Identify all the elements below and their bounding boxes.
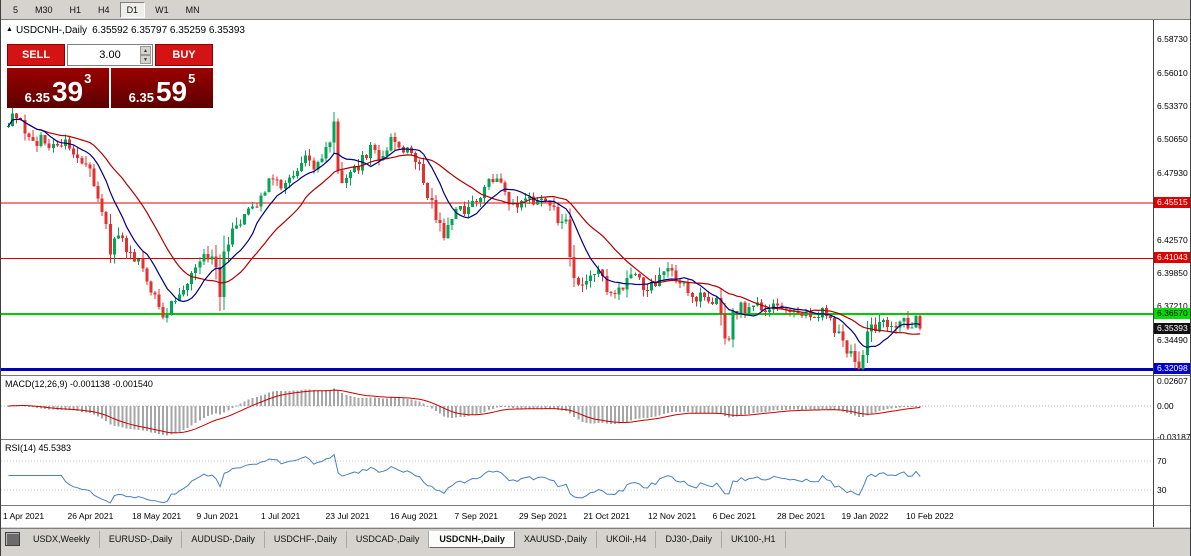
rsi-line — [8, 453, 921, 504]
time-axis-label: 16 Aug 2021 — [390, 511, 438, 521]
timeframe-button-h4[interactable]: H4 — [91, 2, 117, 18]
macd-indicator-label: MACD(12,26,9) -0.001138 -0.001540 — [5, 379, 153, 389]
price-tick: 6.39850 — [1157, 268, 1188, 279]
timeframe-button-5[interactable]: 5 — [6, 2, 25, 18]
ma-slow-line — [7, 118, 921, 335]
sell-price-display[interactable]: 6.35 39 3 — [7, 68, 109, 108]
candlestick-plot[interactable] — [1, 107, 1153, 371]
time-axis-label: 29 Sep 2021 — [519, 511, 568, 521]
time-axis-label: 10 Feb 2022 — [906, 511, 954, 521]
charts-bar-icon — [5, 532, 20, 546]
spread-up-button[interactable]: ▲ — [140, 46, 151, 55]
price-level-label: 6.35393 — [1154, 322, 1190, 334]
chart-tab-dj30[interactable]: DJ30-,Daily — [656, 530, 722, 548]
time-axis-label: 18 May 2021 — [132, 511, 182, 521]
panel-separator — [1154, 439, 1190, 440]
time-axis-label: 1 Apr 2021 — [3, 511, 45, 521]
spread-spinner: ▲ ▼ — [140, 46, 151, 64]
panel-separator — [1154, 505, 1190, 506]
chart-tab-usdchf[interactable]: USDCHF-,Daily — [265, 530, 347, 548]
macd-scale-tick: -0.03187 — [1157, 431, 1191, 442]
time-axis-label: 19 Jan 2022 — [841, 511, 889, 521]
chart-tab-usdcnh[interactable]: USDCNH-,Daily — [429, 530, 515, 548]
price-level-label: 6.41043 — [1154, 252, 1190, 264]
buy-button[interactable]: BUY — [155, 44, 213, 66]
time-axis[interactable]: 1 Apr 2021 26 Apr 2021 18 May 2021 9 Jun 20… — [1, 506, 1153, 527]
buy-price-base: 6.35 — [128, 90, 154, 105]
chart-tab-audusd[interactable]: AUDUSD-,Daily — [182, 530, 265, 548]
spread-input[interactable]: 3.00 ▲ ▼ — [67, 44, 153, 66]
chart-tab-eurusd[interactable]: EURUSD-,Daily — [100, 530, 183, 548]
chart-tab-usdcad[interactable]: USDCAD-,Daily — [347, 530, 430, 548]
timeframe-button-d1[interactable]: D1 — [119, 1, 146, 18]
macd-histogram — [7, 388, 922, 436]
sell-price-pip: 3 — [84, 71, 92, 86]
price-tick: 6.53370 — [1157, 100, 1188, 111]
price-tick: 6.37210 — [1157, 301, 1188, 312]
timeframe-button-w1[interactable]: W1 — [148, 2, 176, 18]
macd-plot[interactable] — [1, 388, 1153, 436]
chart-ohlc-values: 6.35592 6.35797 6.35259 6.35393 — [92, 25, 245, 36]
chart-symbol-period: USDCNH-,Daily — [15, 25, 88, 36]
time-axis-label: 23 Jul 2021 — [325, 511, 370, 521]
collapse-triangle-icon[interactable]: ▲ — [6, 26, 13, 33]
timeframe-button-h1[interactable]: H1 — [63, 2, 89, 18]
buy-price-main: 59 — [155, 76, 188, 108]
buy-price-display[interactable]: 6.35 59 5 — [111, 68, 213, 108]
spread-down-button[interactable]: ▼ — [140, 55, 151, 64]
macd-signal-line — [8, 389, 921, 434]
sell-button[interactable]: SELL — [7, 44, 65, 66]
chart-tab-ukoil[interactable]: UKOil-,H4 — [597, 530, 657, 548]
rsi-scale-tick: 30 — [1157, 485, 1167, 495]
buy-price-pip: 5 — [188, 71, 196, 86]
one-click-trading-panel: SELL 3.00 ▲ ▼ BUY 6.35 39 3 6.35 59 5 — [7, 44, 213, 108]
price-tick: 6.58730 — [1157, 34, 1188, 45]
price-tick: 6.34490 — [1157, 334, 1188, 345]
rsi-plot[interactable] — [1, 453, 1153, 504]
chart-tab-usdx[interactable]: USDX,Weekly — [24, 530, 100, 548]
sell-price-main: 39 — [51, 76, 84, 108]
price-tick: 6.47930 — [1157, 168, 1188, 179]
price-level-label: 6.32098 — [1154, 363, 1190, 375]
time-axis-label: 26 Apr 2021 — [67, 511, 114, 521]
chart-tab-xauusd[interactable]: XAUUSD-,Daily — [515, 530, 597, 548]
price-level-label: 6.45515 — [1154, 197, 1190, 208]
chart-tab-uk100[interactable]: UK100-,H1 — [722, 530, 786, 548]
sell-price-base: 6.35 — [24, 90, 50, 105]
time-axis-label: 12 Nov 2021 — [648, 511, 697, 521]
spread-value: 3.00 — [99, 49, 121, 61]
panel-separators — [1, 375, 1153, 506]
price-scale[interactable]: 6.58730 6.56010 6.53370 6.50650 6.47930 6.425… — [1153, 19, 1191, 527]
rsi-scale-tick: 70 — [1157, 456, 1167, 466]
panel-separator — [1154, 375, 1190, 376]
timeframe-toolbar: 5 M30 H1 H4 D1 W1 MN — [1, 0, 1190, 20]
time-axis-label: 28 Dec 2021 — [777, 511, 826, 521]
macd-scale-tick: 0.00 — [1157, 401, 1174, 411]
timeframe-button-mn[interactable]: MN — [179, 2, 207, 18]
macd-scale-tick: 0.02607 — [1157, 375, 1188, 386]
timeframe-button-m30[interactable]: M30 — [28, 2, 60, 18]
time-axis-label: 7 Sep 2021 — [454, 511, 498, 521]
price-tick: 6.56010 — [1157, 67, 1188, 78]
chart-tab-bar: USDX,Weekly EURUSD-,Daily AUDUSD-,Daily USD… — [1, 528, 1190, 549]
price-level-label: 6.36570 — [1154, 307, 1190, 319]
time-axis-label: 9 Jun 2021 — [196, 511, 239, 521]
time-axis-label: 1 Jul 2021 — [261, 511, 301, 521]
chart-canvas[interactable] — [1, 19, 1153, 527]
rsi-indicator-label: RSI(14) 45.5383 — [5, 443, 72, 453]
time-axis-label: 21 Oct 2021 — [583, 511, 630, 521]
time-axis-label: 6 Dec 2021 — [712, 511, 756, 521]
chart-title: ▲ USDCNH-,Daily 6.35592 6.35797 6.35259 6.… — [6, 25, 245, 36]
price-tick: 6.50650 — [1157, 134, 1188, 145]
ma-fast-line — [7, 118, 921, 349]
price-tick: 6.42570 — [1157, 234, 1188, 245]
